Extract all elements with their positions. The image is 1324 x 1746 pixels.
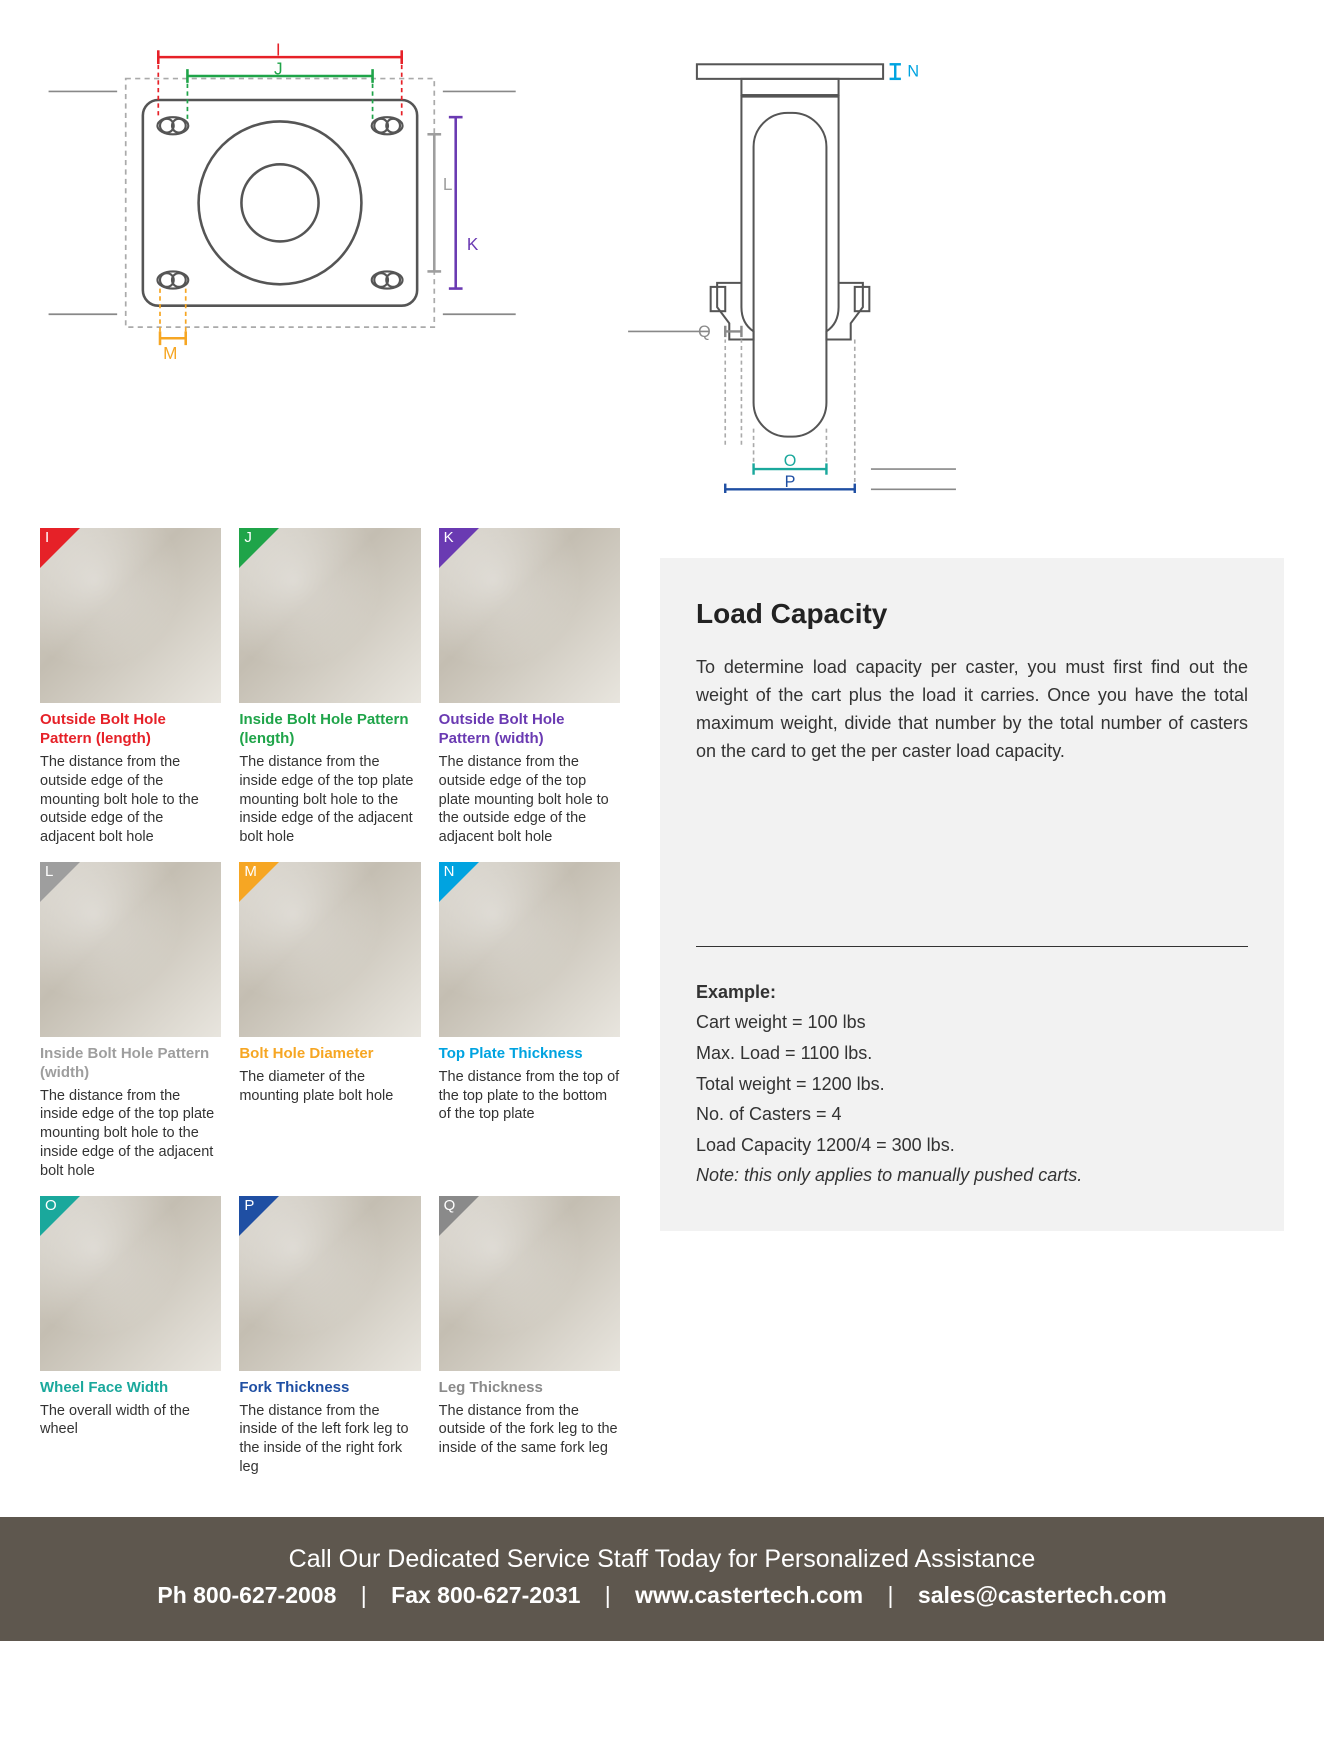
- card-photo: J: [239, 528, 420, 703]
- card-photo: P: [239, 1196, 420, 1371]
- example-note: Note: this only applies to manually push…: [696, 1165, 1082, 1185]
- card-desc: The distance from the outside edge of th…: [439, 753, 620, 847]
- card-desc: The distance from the inside of the left…: [239, 1402, 420, 1477]
- measurement-card-J: J Inside Bolt Hole Pattern (length) The …: [239, 528, 420, 847]
- measurement-card-Q: Q Leg Thickness The distance from the ou…: [439, 1196, 620, 1477]
- footer-contact: Ph 800-627-2008 | Fax 800-627-2031 | www…: [20, 1582, 1304, 1609]
- card-title: Fork Thickness: [239, 1379, 420, 1398]
- measurement-card-M: M Bolt Hole Diameter The diameter of the…: [239, 862, 420, 1181]
- card-desc: The distance from the outside of the for…: [439, 1402, 620, 1459]
- card-title: Wheel Face Width: [40, 1379, 221, 1398]
- footer-fax: Fax 800-627-2031: [391, 1582, 580, 1608]
- dim-label-O: O: [784, 452, 797, 470]
- footer: Call Our Dedicated Service Staff Today f…: [0, 1517, 1324, 1641]
- card-photo: L: [40, 862, 221, 1037]
- dim-label-N: N: [907, 62, 919, 80]
- card-photo: M: [239, 862, 420, 1037]
- card-title: Outside Bolt Hole Pattern (length): [40, 711, 221, 749]
- dim-label-J: J: [274, 58, 283, 78]
- dim-label-I: I: [276, 40, 281, 59]
- example-label: Example:: [696, 982, 776, 1002]
- footer-tagline: Call Our Dedicated Service Staff Today f…: [20, 1545, 1304, 1574]
- card-title: Leg Thickness: [439, 1379, 620, 1398]
- card-photo: K: [439, 528, 620, 703]
- divider: [696, 946, 1248, 947]
- measurement-card-P: P Fork Thickness The distance from the i…: [239, 1196, 420, 1477]
- card-desc: The distance from the inside edge of the…: [40, 1087, 221, 1181]
- footer-web: www.castertech.com: [635, 1582, 863, 1608]
- load-capacity-panel: Load Capacity To determine load capacity…: [660, 558, 1284, 1231]
- load-capacity-example: Example: Cart weight = 100 lbs Max. Load…: [696, 977, 1248, 1191]
- card-title: Outside Bolt Hole Pattern (width): [439, 711, 620, 749]
- card-title: Bolt Hole Diameter: [239, 1045, 420, 1064]
- load-capacity-heading: Load Capacity: [696, 598, 1248, 630]
- card-desc: The diameter of the mounting plate bolt …: [239, 1068, 420, 1106]
- measurement-card-I: I Outside Bolt Hole Pattern (length) The…: [40, 528, 221, 847]
- measurement-cards-grid: I Outside Bolt Hole Pattern (length) The…: [40, 528, 620, 1477]
- card-photo: I: [40, 528, 221, 703]
- card-photo: N: [439, 862, 620, 1037]
- measurement-card-N: N Top Plate Thickness The distance from …: [439, 862, 620, 1181]
- dim-label-P: P: [785, 473, 796, 491]
- dim-label-L: L: [443, 174, 453, 194]
- measurement-card-L: L Inside Bolt Hole Pattern (width) The d…: [40, 862, 221, 1181]
- card-desc: The distance from the outside edge of th…: [40, 753, 221, 847]
- card-desc: The distance from the inside edge of the…: [239, 753, 420, 847]
- card-photo: O: [40, 1196, 221, 1371]
- dim-label-Q: Q: [698, 323, 711, 341]
- dim-label-K: K: [467, 234, 479, 254]
- dim-label-M: M: [163, 343, 177, 363]
- load-capacity-body: To determine load capacity per caster, y…: [696, 654, 1248, 766]
- card-title: Inside Bolt Hole Pattern (length): [239, 711, 420, 749]
- card-title: Inside Bolt Hole Pattern (width): [40, 1045, 221, 1083]
- card-photo: Q: [439, 1196, 620, 1371]
- measurement-card-K: K Outside Bolt Hole Pattern (width) The …: [439, 528, 620, 847]
- footer-phone: Ph 800-627-2008: [157, 1582, 336, 1608]
- card-title: Top Plate Thickness: [439, 1045, 620, 1064]
- card-desc: The distance from the top of the top pla…: [439, 1068, 620, 1125]
- diagram-top-plate: I J K: [40, 40, 520, 498]
- card-desc: The overall width of the wheel: [40, 1402, 221, 1440]
- diagram-side-caster: N: [620, 40, 960, 498]
- footer-email: sales@castertech.com: [918, 1582, 1167, 1608]
- measurement-card-O: O Wheel Face Width The overall width of …: [40, 1196, 221, 1477]
